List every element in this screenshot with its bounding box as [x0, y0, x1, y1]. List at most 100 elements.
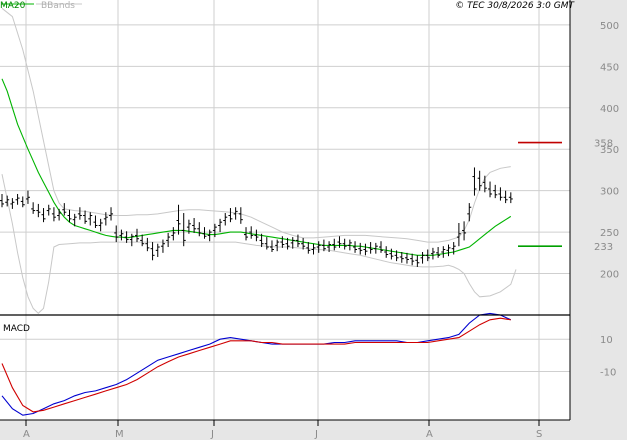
price-bar — [98, 218, 103, 232]
price-bar — [275, 239, 280, 252]
price-bar — [441, 246, 446, 258]
price-bar — [88, 212, 93, 226]
price-bar — [295, 234, 300, 248]
support-level-label: 233 — [594, 242, 613, 253]
price-bar — [233, 207, 238, 220]
price-bar — [347, 239, 352, 251]
price-bar — [57, 208, 62, 221]
price-bar — [249, 226, 254, 239]
time-gridlines — [25, 0, 540, 420]
price-bar — [83, 210, 88, 224]
price-bar — [342, 238, 347, 250]
price-bar — [503, 190, 508, 204]
price-tick-label: 400 — [600, 104, 619, 115]
price-bar — [10, 198, 15, 209]
price-bar — [218, 218, 223, 233]
price-bar — [46, 204, 51, 216]
price-bar — [72, 213, 77, 227]
price-bar — [508, 192, 513, 204]
month-tick-label: S — [536, 429, 542, 440]
price-bar — [134, 228, 139, 243]
price-bar — [25, 190, 30, 204]
price-bar — [264, 237, 269, 250]
price-bar — [51, 207, 56, 222]
price-bar — [259, 233, 264, 248]
price-bar — [67, 209, 72, 223]
price-bar — [20, 196, 25, 208]
macd-lines — [1, 312, 512, 416]
price-bar — [166, 232, 171, 248]
price-bar — [212, 223, 217, 238]
price-bar — [290, 237, 295, 249]
price-axis-panel — [570, 0, 627, 420]
ma20-legend-label: MA20 — [0, 1, 26, 11]
price-bar — [15, 193, 20, 205]
price-bar — [420, 252, 425, 264]
price-bar — [472, 167, 477, 196]
price-bar — [285, 237, 290, 250]
price-bar — [332, 238, 337, 251]
price-bar — [171, 227, 176, 241]
price-axis-ticks: 200 250 300 350 400 450 500 — [600, 21, 619, 281]
price-bar — [176, 204, 181, 235]
price-bar — [5, 195, 10, 207]
time-axis-panel — [0, 420, 627, 440]
month-tick-label: A — [426, 429, 433, 440]
price-bar — [197, 222, 202, 237]
price-tick-label: 200 — [600, 270, 619, 281]
price-bar — [327, 241, 332, 252]
price-bar — [498, 187, 503, 201]
price-bar — [306, 242, 311, 254]
price-bar — [124, 231, 129, 243]
price-bar — [394, 250, 399, 262]
bbands-legend-label: BBands — [41, 1, 75, 11]
price-bar — [415, 255, 420, 267]
price-bar — [353, 241, 358, 253]
price-bar — [425, 249, 430, 262]
price-bar — [244, 227, 249, 241]
price-bar — [404, 252, 409, 264]
price-levels: 358 233 — [518, 139, 613, 253]
price-bar — [114, 225, 119, 243]
price-bar — [488, 181, 493, 198]
month-tick-label: J — [314, 429, 318, 440]
month-tick-label: A — [23, 429, 30, 440]
macd-tick-label: -10 — [600, 368, 616, 379]
resistance-level-label: 358 — [594, 139, 613, 150]
bbands-lower-line — [1, 173, 517, 314]
price-bar — [41, 208, 46, 223]
price-bar — [202, 227, 207, 239]
price-bar — [31, 202, 36, 214]
price-bar — [311, 243, 316, 255]
price-bars — [0, 167, 513, 267]
price-bar — [103, 212, 108, 226]
bbands-upper-line — [1, 7, 511, 243]
price-bar — [254, 229, 259, 242]
price-bar — [192, 218, 197, 233]
price-bar — [493, 184, 498, 199]
price-bar — [36, 203, 41, 218]
price-bar — [280, 236, 285, 248]
price-bar — [160, 239, 165, 253]
price-bar — [321, 239, 326, 252]
price-bar — [228, 208, 233, 223]
price-bar — [150, 242, 155, 261]
price-bar — [145, 237, 150, 252]
bollinger-bands — [1, 7, 517, 314]
price-tick-label: 450 — [600, 62, 619, 73]
month-tick-label: J — [210, 429, 214, 440]
price-bar — [238, 207, 243, 224]
price-bar — [269, 240, 274, 252]
price-bar — [358, 242, 363, 255]
price-bar — [77, 207, 82, 220]
price-bar — [155, 243, 160, 257]
price-bar — [379, 241, 384, 253]
price-tick-label: 250 — [600, 228, 619, 239]
copyright-label: © TEC 30/8/2026 3:0 GMT — [455, 1, 575, 11]
price-bar — [399, 252, 404, 263]
price-bar — [482, 175, 487, 193]
macd-gridlines — [0, 338, 570, 373]
